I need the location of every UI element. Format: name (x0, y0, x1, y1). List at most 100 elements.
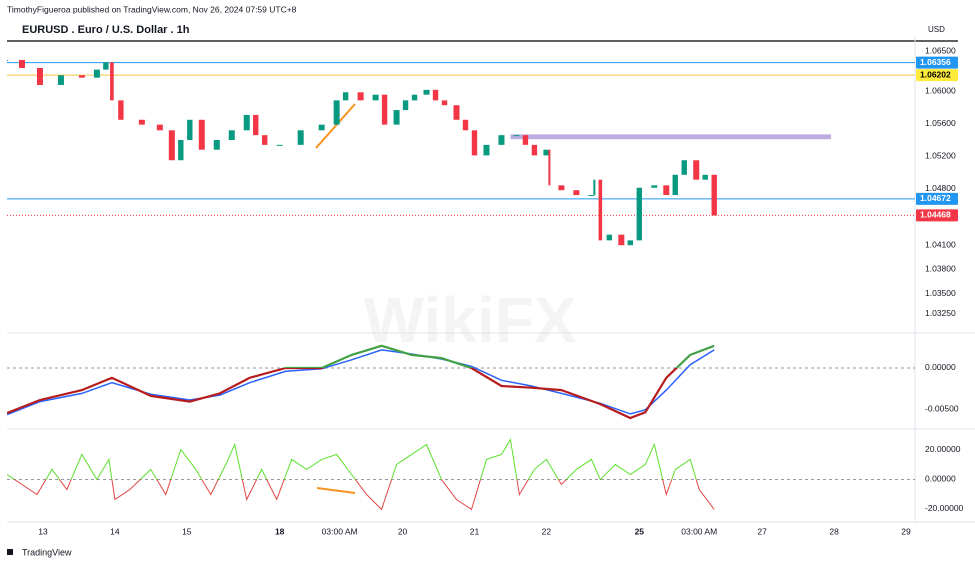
candle (483, 144, 490, 156)
candle (276, 144, 283, 146)
candle (118, 100, 124, 120)
x-tick-label: 29 (901, 526, 911, 536)
candle (7, 59, 9, 61)
y-tick-label: 20.00000 (925, 444, 961, 454)
candle (178, 140, 184, 161)
candle (573, 190, 580, 196)
candle (393, 110, 400, 125)
series-line (281, 344, 715, 368)
currency: USD (928, 25, 945, 34)
candle (187, 119, 193, 141)
price-level-label-bg (916, 209, 958, 222)
x-tick-label: 21 (470, 526, 480, 536)
candle (297, 130, 304, 145)
price-level-label: 1.04468 (920, 210, 951, 220)
price-level-label-bg (916, 69, 958, 82)
y-tick-label: 1.03250 (925, 308, 956, 318)
candle (681, 160, 687, 175)
candle (598, 179, 603, 241)
candle (588, 195, 595, 197)
series-line (13, 479, 715, 511)
candle (606, 234, 613, 241)
candle (243, 114, 250, 131)
candle (342, 92, 349, 101)
price-level-label-bg (916, 56, 958, 69)
y-tick-label: -0.00500 (925, 403, 959, 413)
x-tick-label: 28 (829, 526, 839, 536)
candle (93, 69, 100, 78)
candle (36, 67, 43, 85)
candle (651, 185, 658, 188)
y-tick-label: 1.05600 (925, 118, 956, 128)
candle (441, 100, 448, 106)
trend-drawing (315, 103, 356, 149)
y-tick-label: -20.00000 (925, 503, 964, 513)
plot-area (7, 59, 915, 511)
y-tick-label: 0.00000 (925, 362, 956, 372)
candle (262, 135, 268, 145)
candle (498, 135, 505, 145)
x-tick-label: 15 (182, 526, 192, 536)
candle (57, 75, 64, 85)
candle (618, 234, 625, 246)
y-tick-label: 1.05200 (925, 150, 956, 160)
y-tick-label: 0.00000 (925, 474, 956, 484)
y-tick-label: 1.03800 (925, 264, 956, 274)
series-line (7, 438, 697, 480)
x-tick-label: 27 (757, 526, 767, 536)
candle (593, 179, 596, 196)
candle (423, 89, 430, 95)
candle (357, 92, 364, 101)
candle (711, 174, 717, 216)
y-tick-label: 1.04800 (925, 183, 956, 193)
candle (381, 94, 388, 125)
candle (228, 130, 235, 141)
candle (453, 105, 460, 120)
x-tick-label: 22 (542, 526, 552, 536)
x-tick-label: 03:00 AM (681, 526, 717, 536)
candle (103, 62, 109, 70)
series-line (7, 367, 679, 420)
candle (636, 187, 643, 241)
candle (522, 135, 529, 145)
x-tick-label: 20 (398, 526, 408, 536)
x-tick-label: 18 (275, 526, 285, 536)
candle (663, 185, 670, 196)
candle (531, 144, 538, 156)
x-tick-label: 14 (110, 526, 120, 536)
x-tick-label: 25 (635, 526, 645, 536)
candle (627, 240, 634, 246)
candle (333, 100, 340, 125)
brand-logo (7, 549, 13, 555)
y-tick-label: 1.06500 (925, 45, 956, 55)
candle (213, 140, 220, 150)
candle (471, 130, 478, 156)
price-level-label: 1.06356 (920, 57, 951, 67)
candle (110, 62, 114, 101)
price-level-label: 1.06202 (920, 69, 951, 79)
watermark: WikiFX (364, 284, 577, 356)
trend-drawing (316, 487, 356, 494)
candle (168, 130, 175, 161)
chart-title: EURUSD . Euro / U.S. Dollar . 1h (22, 24, 190, 36)
candle (558, 185, 565, 191)
candle (462, 119, 469, 131)
candle (432, 89, 439, 101)
candle (548, 149, 551, 186)
candle (672, 174, 678, 196)
candle (372, 94, 379, 101)
price-level-label: 1.04672 (920, 193, 951, 203)
candle (318, 124, 325, 131)
y-tick-label: 1.03500 (925, 288, 956, 298)
candle (411, 94, 418, 101)
candle (543, 149, 550, 156)
candle (702, 174, 708, 180)
candle (402, 100, 409, 111)
brand: TradingView (22, 547, 72, 557)
publisher: TimothyFigueroa published on TradingView… (7, 4, 297, 14)
y-tick-label: 1.04100 (925, 239, 956, 249)
price-level-label-bg (916, 192, 958, 205)
x-tick-label: 13 (38, 526, 48, 536)
